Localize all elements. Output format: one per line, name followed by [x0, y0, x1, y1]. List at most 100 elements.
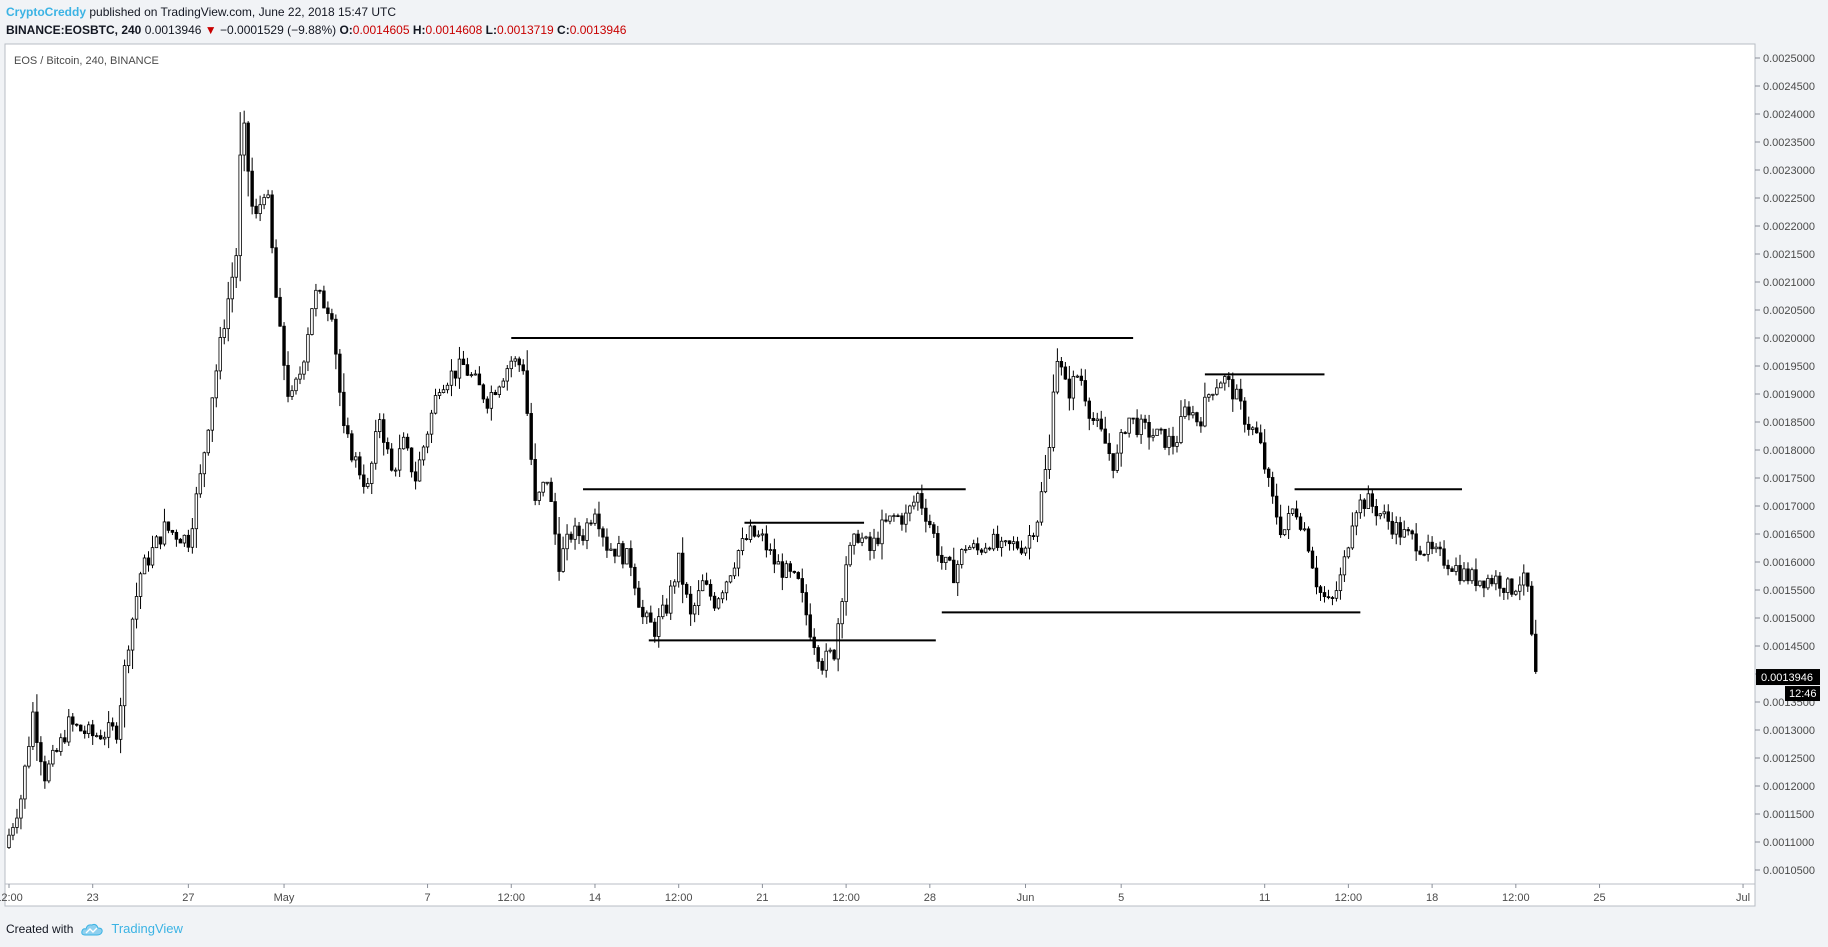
candle-body: [940, 554, 944, 563]
candle-body: [1003, 540, 1008, 543]
candle-body: [262, 197, 266, 206]
price-tick-label: 0.0017500: [1763, 473, 1815, 485]
candle-body: [481, 384, 486, 400]
price-tick-label: 0.0022000: [1763, 221, 1815, 233]
time-tick-label: 21: [756, 892, 768, 904]
last-price-marker: 0.0013946 12:46: [1756, 669, 1820, 702]
candle-body: [266, 194, 270, 198]
candle-body: [71, 716, 75, 725]
publish-line: CryptoCreddy published on TradingView.co…: [6, 5, 396, 19]
candle-body: [382, 419, 386, 443]
candle-body: [736, 550, 741, 569]
candle-body: [1099, 418, 1103, 430]
price-tick-label: 0.0021000: [1763, 277, 1815, 289]
candle-body: [684, 583, 689, 595]
candle-body: [828, 649, 832, 652]
candle-body: [876, 537, 880, 545]
price-axis[interactable]: 0.0010500 0.0011000 0.0011500 0.0012000 0.00…: [1755, 53, 1815, 877]
close-label: C:: [557, 23, 570, 37]
author-link[interactable]: CryptoCreddy: [6, 5, 87, 19]
candle-body: [234, 255, 238, 278]
candle-body: [780, 561, 785, 578]
candle-body: [43, 761, 47, 782]
candle-body: [206, 429, 211, 454]
candle-body: [1175, 442, 1179, 447]
open-label: O:: [339, 23, 353, 37]
candle-body: [688, 593, 693, 615]
candle-body: [1506, 578, 1510, 593]
candle-body: [1019, 547, 1024, 554]
candle-body: [1386, 511, 1390, 522]
candle-body: [577, 525, 581, 537]
last-price-label: 0.0013946: [1761, 672, 1813, 684]
candle-body: [676, 552, 681, 583]
candle-body: [948, 556, 952, 561]
ohlc-line: BINANCE:EOSBTC, 240 0.0013946 ▼ −0.00015…: [6, 23, 626, 37]
candle-body: [1095, 418, 1099, 421]
candle-body: [920, 493, 924, 509]
candle-body: [529, 413, 533, 460]
candle-body: [1430, 541, 1434, 550]
candle-body: [756, 534, 761, 537]
candle-body: [1059, 361, 1064, 368]
time-axis[interactable]: 12:00 23 27 May 7 12:00 14 12:00 21 12:00 28 Jun 5 11…: [0, 884, 1750, 904]
candle-body: [724, 581, 729, 594]
candle-body: [513, 358, 517, 362]
candle-body: [90, 724, 95, 737]
candle-body: [912, 501, 916, 507]
low-value: 0.0013719: [496, 23, 554, 37]
price-tick-label: 0.0017000: [1763, 501, 1815, 513]
time-tick-label: 12:00: [665, 892, 693, 904]
candle-body: [840, 601, 844, 625]
drawn-levels[interactable]: [511, 337, 1463, 642]
candle-body: [370, 462, 374, 484]
candle-body: [1482, 580, 1486, 589]
candle-body: [1470, 569, 1474, 582]
candle-body: [1498, 575, 1502, 589]
time-tick-label: 12:00: [0, 892, 23, 904]
candle-body: [1067, 378, 1072, 399]
candle-body: [1414, 533, 1418, 552]
candle-body: [844, 564, 848, 602]
candle-body: [680, 552, 685, 585]
candle-body: [282, 325, 286, 366]
price-tick-label: 0.0021500: [1763, 249, 1815, 261]
candle-body: [114, 725, 119, 740]
tradingview-link[interactable]: TradingView: [111, 921, 183, 936]
candle-body: [967, 546, 972, 550]
candle-body: [310, 308, 314, 335]
candle-body: [294, 378, 298, 392]
candle-body: [1522, 572, 1526, 586]
candle-body: [776, 561, 781, 565]
candle-body: [987, 547, 992, 550]
candle-body: [509, 360, 513, 370]
candle-body: [1043, 469, 1048, 493]
candle-body: [162, 521, 167, 545]
candle-body: [102, 736, 107, 740]
candle-body: [342, 391, 346, 427]
candle-body: [641, 606, 645, 618]
price-tick-label: 0.0013000: [1763, 725, 1815, 737]
candle-body: [637, 587, 641, 608]
candle-body: [461, 358, 466, 366]
candle-body: [11, 827, 15, 836]
time-tick-label: Jun: [1017, 892, 1035, 904]
candle-body: [1382, 511, 1386, 515]
price-tick-label: 0.0010500: [1763, 865, 1815, 877]
candle-body: [1286, 513, 1291, 531]
candle-body: [83, 730, 87, 734]
candle-body: [19, 798, 23, 819]
candle-body: [1103, 428, 1107, 444]
chart-panel[interactable]: [4, 43, 1756, 907]
candle-body: [720, 592, 725, 600]
candle-body: [270, 194, 274, 249]
candle-body: [1366, 493, 1371, 509]
candle-body: [1362, 499, 1367, 509]
candle-body: [238, 154, 242, 257]
candle-body: [425, 433, 430, 448]
created-with-label: Created with: [6, 921, 74, 936]
candle-body: [1091, 417, 1095, 421]
candle-body: [198, 473, 203, 495]
publish-info: published on TradingView.com, June 22, 2…: [89, 5, 397, 19]
